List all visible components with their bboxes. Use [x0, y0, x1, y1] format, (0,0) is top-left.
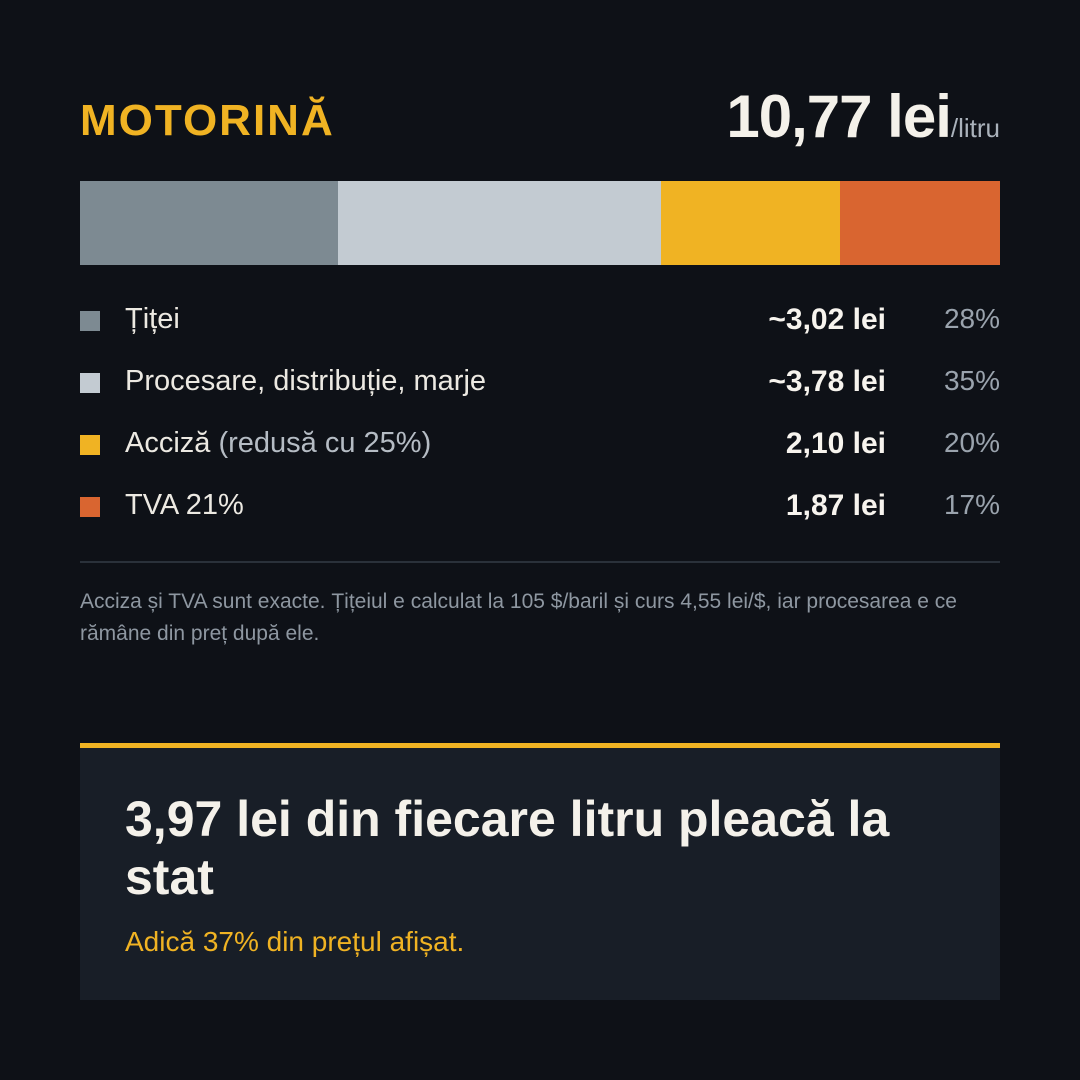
- legend-row: Procesare, distribuție, marje ~3,78 lei 35…: [80, 353, 1000, 415]
- stacked-price-bar: [80, 181, 1000, 265]
- callout-headline: 3,97 lei din fiecare litru pleacă la sta…: [125, 791, 890, 905]
- legend-swatch: [80, 311, 100, 331]
- legend-label: Procesare, distribuție, marje: [125, 365, 487, 397]
- methodology-note: Acciza și TVA sunt exacte. Țițeiul e cal…: [80, 590, 957, 645]
- legend-row: TVA 21% 1,87 lei 17%: [80, 477, 1000, 539]
- price-breakdown-legend: Țiței ~3,02 lei 28% Procesare, distribuție,…: [80, 291, 1000, 539]
- bar-segment-1: [80, 181, 338, 265]
- price-value: 10,77 lei: [726, 83, 952, 150]
- legend-label-note: (redusă cu 25%): [210, 427, 432, 459]
- price-display: 10,77 lei/litru: [726, 82, 1000, 151]
- bar-segment-2: [337, 181, 661, 265]
- legend-value: 1,87 lei: [785, 489, 886, 522]
- legend-percent: 17%: [943, 489, 1000, 520]
- legend-percent: 28%: [943, 303, 1000, 334]
- header: MOTORINĂ 10,77 lei/litru: [80, 82, 1000, 152]
- divider: [80, 561, 1000, 563]
- legend-label: Acciză (redusă cu 25%): [125, 427, 432, 459]
- price-unit: /litru: [950, 113, 1000, 143]
- legend-swatch: [80, 373, 100, 393]
- legend-swatch: [80, 435, 100, 455]
- callout-subtext: Adică 37% din prețul afișat.: [125, 926, 465, 957]
- legend-value: ~3,78 lei: [768, 365, 886, 398]
- state-share-callout: 3,97 lei din fiecare litru pleacă la sta…: [80, 743, 1000, 1000]
- legend-row: Acciză (redusă cu 25%) 2,10 lei 20%: [80, 415, 1000, 477]
- legend-swatch: [80, 497, 100, 517]
- legend-label: Țiței: [125, 303, 180, 335]
- legend-percent: 20%: [943, 427, 1000, 458]
- legend-value: ~3,02 lei: [768, 303, 886, 336]
- legend-percent: 35%: [943, 365, 1000, 396]
- legend-value: 2,10 lei: [785, 427, 886, 460]
- legend-label: TVA 21%: [125, 489, 244, 521]
- legend-row: Țiței ~3,02 lei 28%: [80, 291, 1000, 353]
- bar-segment-4: [840, 181, 1000, 265]
- bar-segment-3: [660, 181, 841, 265]
- fuel-title: MOTORINĂ: [80, 96, 335, 145]
